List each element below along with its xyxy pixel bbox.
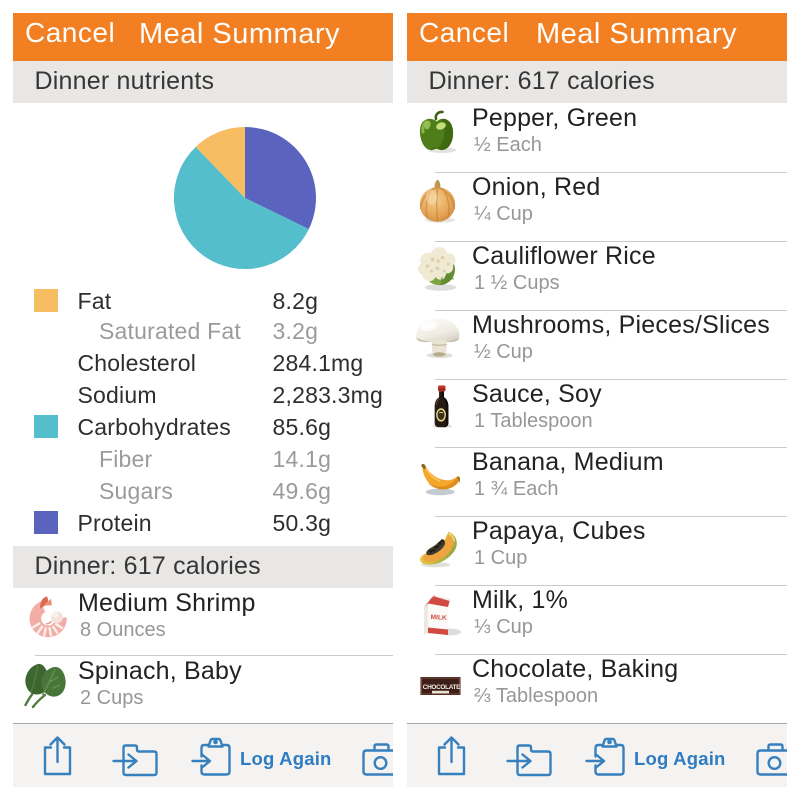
svg-text:MILK: MILK [430, 614, 447, 622]
svg-text:CHOCOLATE: CHOCOLATE [423, 684, 461, 691]
